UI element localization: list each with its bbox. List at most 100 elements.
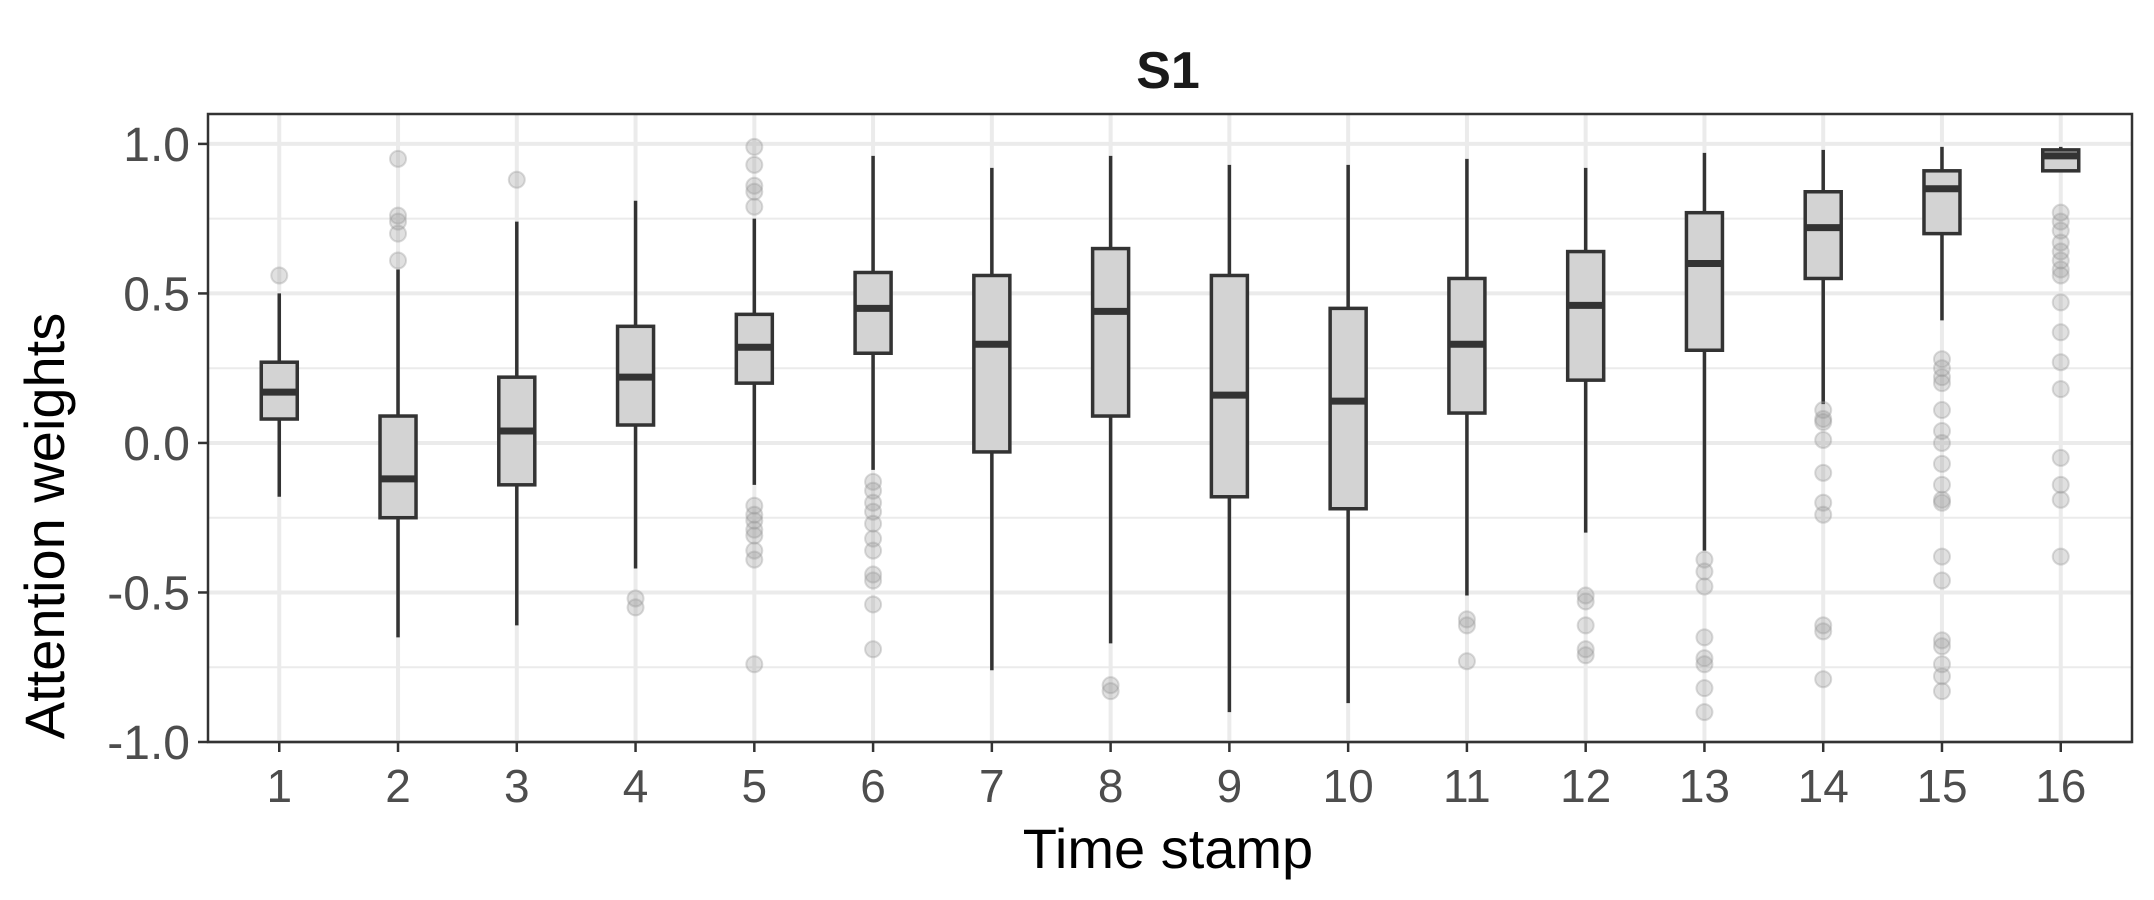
outlier-point [2051, 323, 2070, 342]
outlier-point [2051, 380, 2070, 399]
box-group-8 [1090, 155, 1131, 701]
box-group-12 [1565, 167, 1606, 665]
outlier-point [1932, 667, 1951, 686]
outlier-point [389, 206, 408, 225]
outlier-point [1695, 655, 1714, 674]
outlier-point [1101, 682, 1120, 701]
y-axis-title: Attention weights [13, 313, 76, 739]
box-group-1 [259, 266, 300, 497]
outlier-point [389, 149, 408, 168]
panel-border [206, 112, 2134, 744]
outlier-point [389, 251, 408, 270]
outlier-point [1814, 505, 1833, 524]
outlier-point [1932, 490, 1951, 509]
outlier-point [1932, 475, 1951, 494]
x-tick-label: 16 [2035, 760, 2086, 812]
outlier-point [2051, 203, 2070, 222]
box-group-15 [1922, 146, 1962, 701]
outlier-point [626, 589, 645, 608]
box-iqr [1209, 273, 1250, 499]
x-tick-label: 2 [385, 760, 411, 812]
outlier-point [745, 176, 764, 195]
outlier-point [1932, 368, 1951, 387]
outlier-point [864, 565, 883, 584]
box-group-9 [1209, 164, 1250, 713]
box-iqr [378, 414, 418, 520]
x-axis-title: Time stamp [1023, 817, 1313, 880]
x-tick-label: 6 [860, 760, 886, 812]
y-tick-label: -1.0 [107, 717, 190, 770]
outlier-point [1932, 401, 1951, 420]
x-tick-label: 10 [1323, 760, 1374, 812]
outlier-point [2051, 260, 2070, 279]
x-tick-label: 4 [623, 760, 649, 812]
outlier-point [389, 212, 408, 231]
x-tick-label: 13 [1679, 760, 1730, 812]
box-group-16 [2040, 146, 2081, 566]
outlier-point [864, 529, 883, 548]
box-iqr [1565, 249, 1606, 382]
outlier-point [2051, 293, 2070, 312]
outlier-point [2051, 490, 2070, 509]
x-tick-label: 9 [1217, 760, 1243, 812]
chart-title: S1 [1136, 42, 1200, 100]
box-iqr [1684, 210, 1725, 352]
box-iqr [1922, 169, 1962, 236]
outlier-point [1695, 703, 1714, 722]
outlier-point [626, 598, 645, 617]
outlier-point [2051, 251, 2070, 270]
y-tick-label: 0.5 [123, 268, 190, 321]
outlier-point [1576, 616, 1595, 635]
outlier-point [1932, 655, 1951, 674]
outlier-point [1695, 649, 1714, 668]
outlier-point [864, 595, 883, 614]
outlier-point [864, 502, 883, 521]
outlier-point [1576, 592, 1595, 611]
outlier-point [864, 493, 883, 512]
outlier-point [2051, 475, 2070, 494]
x-tick-label: 5 [742, 760, 768, 812]
outlier-point [864, 481, 883, 500]
box-group-11 [1447, 158, 1487, 671]
outlier-point [2051, 547, 2070, 566]
outlier-point [1932, 454, 1951, 473]
outlier-point [1932, 374, 1951, 393]
outlier-point [1932, 637, 1951, 656]
outlier-point [1932, 493, 1951, 512]
outlier-point [1695, 550, 1714, 569]
outlier-point [1814, 622, 1833, 641]
outlier-point [1576, 646, 1595, 665]
outlier-point [2051, 353, 2070, 372]
box-group-7 [972, 167, 1012, 671]
box-iqr [1328, 306, 1368, 511]
box-layer [259, 137, 2081, 722]
outlier-point [745, 655, 764, 674]
outlier-point [745, 541, 764, 560]
outlier-point [864, 514, 883, 533]
box-group-2 [378, 149, 418, 638]
outlier-point [745, 496, 764, 515]
outlier-point [2051, 233, 2070, 252]
outlier-point [1576, 586, 1595, 605]
box-group-3 [497, 170, 537, 626]
outlier-point [745, 511, 764, 530]
outlier-point [1814, 430, 1833, 449]
box-group-6 [853, 155, 893, 659]
box-iqr [1803, 190, 1843, 281]
outlier-point [1576, 640, 1595, 659]
x-tick-label: 12 [1560, 760, 1611, 812]
x-tick-label: 1 [266, 760, 292, 812]
outlier-point [864, 541, 883, 560]
outlier-point [389, 224, 408, 243]
outlier-point [1457, 652, 1476, 671]
outlier-point [1932, 547, 1951, 566]
outlier-point [1814, 493, 1833, 512]
x-tick-label: 3 [504, 760, 530, 812]
outlier-point [864, 571, 883, 590]
outlier-point [864, 640, 883, 659]
outlier-point [2051, 221, 2070, 240]
box-group-10 [1328, 164, 1368, 704]
